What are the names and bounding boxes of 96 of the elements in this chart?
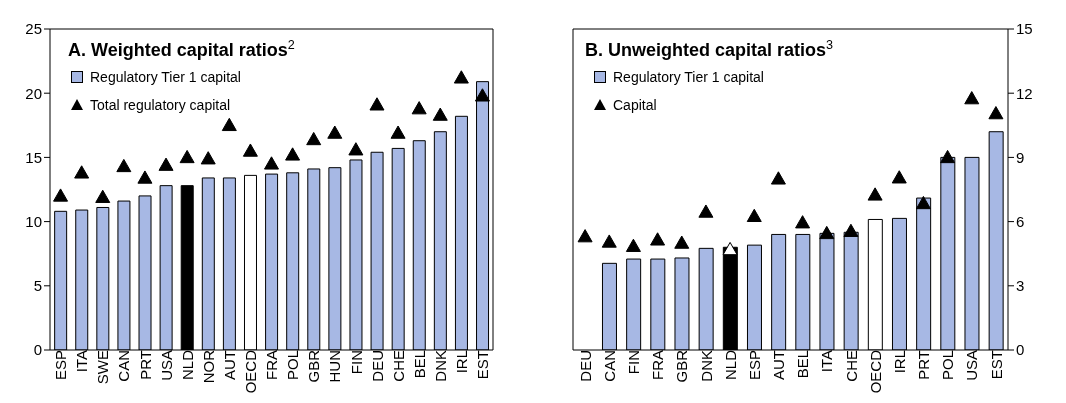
- x-tick-label: IRL: [453, 350, 471, 374]
- x-tick-label: AUT: [770, 350, 788, 380]
- point: [74, 165, 90, 179]
- x-tick-label: DEU: [368, 350, 386, 382]
- point: [746, 208, 762, 222]
- point: [221, 117, 237, 132]
- point: [327, 125, 343, 139]
- x-tick-label: ITA: [818, 350, 836, 373]
- point: [988, 106, 1004, 120]
- x-tick-label: CHE: [842, 350, 860, 382]
- x-tick-label: EST: [987, 350, 1005, 380]
- x-tick-label: PRT: [136, 350, 154, 380]
- point: [348, 142, 364, 156]
- legend-label: Capital: [613, 97, 657, 113]
- point: [390, 125, 406, 139]
- x-tick-label: USA: [963, 350, 981, 381]
- point: [453, 70, 469, 84]
- point: [577, 229, 593, 243]
- x-tick-label: DNK: [697, 350, 715, 382]
- y-tick-label: 0: [33, 341, 42, 359]
- x-tick-label: PRT: [915, 350, 933, 380]
- point: [53, 188, 69, 202]
- point: [179, 149, 195, 164]
- point: [242, 143, 258, 157]
- x-tick-label: ESP: [745, 350, 763, 381]
- x-tick-label: NLD: [721, 349, 739, 381]
- point: [964, 91, 980, 105]
- point: [285, 147, 301, 161]
- x-tick-label: FIN: [625, 350, 643, 375]
- legend-label: Total regulatory capital: [90, 97, 231, 113]
- x-tick-label: OECD: [242, 349, 260, 394]
- x-tick-label: BEL: [794, 350, 812, 379]
- point: [915, 195, 931, 210]
- x-tick-label: GBR: [305, 349, 323, 383]
- point: [137, 170, 153, 184]
- point: [795, 215, 811, 229]
- x-tick-label: CHE: [389, 350, 407, 382]
- point: [264, 156, 279, 170]
- x-tick-label: DNK: [431, 350, 449, 382]
- x-tick-label: USA: [157, 350, 175, 381]
- point: [770, 171, 786, 185]
- point: [843, 223, 859, 237]
- point: [474, 88, 490, 102]
- y-tick-label: 5: [33, 277, 42, 295]
- point: [306, 131, 322, 146]
- point: [158, 157, 174, 171]
- point: [200, 151, 216, 165]
- x-tick-label: CAN: [115, 350, 133, 382]
- text: B. Unweighted capital ratios$^{3}$: [585, 38, 834, 60]
- y2-tick-label: 9: [1016, 148, 1025, 166]
- x-tick-label: FRA: [263, 350, 281, 380]
- x-tick-label: CAN: [600, 350, 618, 382]
- y2-tick-label: 3: [1016, 277, 1025, 295]
- x-tick-label: HUN: [326, 350, 344, 383]
- x-tick-label: FRA: [649, 350, 667, 380]
- point: [867, 187, 883, 201]
- point: [722, 241, 738, 256]
- point: [940, 149, 956, 164]
- point: [650, 232, 666, 246]
- y-tick-label: 25: [25, 20, 42, 38]
- legend-label: Regulatory Tier 1 capital: [613, 69, 764, 85]
- x-tick-label: GBR: [673, 349, 691, 383]
- point: [369, 97, 385, 111]
- x-tick-label: POL: [284, 350, 302, 381]
- x-tick-label: EST: [474, 350, 492, 380]
- y-tick-label: 10: [25, 212, 42, 230]
- x-tick-label: IRL: [890, 350, 908, 374]
- y2-tick-label: 15: [1016, 20, 1033, 38]
- x-tick-label: OECD: [866, 349, 884, 394]
- point: [116, 158, 132, 173]
- point: [674, 235, 690, 249]
- x-tick-label: BEL: [410, 350, 428, 379]
- point: [891, 170, 907, 184]
- x-tick-label: NOR: [199, 349, 217, 384]
- y-tick-label: 20: [25, 84, 42, 102]
- x-tick-label: ITA: [73, 350, 91, 373]
- legend-label: Regulatory Tier 1 capital: [90, 69, 241, 85]
- y2-tick-label: 12: [1016, 84, 1033, 102]
- text: A. Weighted capital ratios$^{2}$: [68, 38, 295, 60]
- point: [625, 238, 641, 252]
- x-tick-label: SWE: [94, 350, 112, 385]
- x-tick-label: POL: [939, 350, 957, 381]
- x-tick-label: AUT: [220, 350, 238, 380]
- y-tick-label: 15: [25, 148, 42, 166]
- x-tick-label: DEU: [576, 350, 594, 382]
- point: [698, 204, 714, 218]
- x-tick-label: NLD: [178, 349, 196, 381]
- point: [95, 189, 111, 203]
- x-tick-label: FIN: [347, 350, 365, 375]
- y2-tick-label: 6: [1016, 212, 1025, 230]
- y2-tick-label: 0: [1016, 341, 1025, 359]
- point: [819, 225, 835, 240]
- point: [411, 101, 427, 115]
- point: [601, 234, 617, 248]
- x-tick-label: ESP: [52, 350, 70, 381]
- point: [432, 107, 448, 121]
